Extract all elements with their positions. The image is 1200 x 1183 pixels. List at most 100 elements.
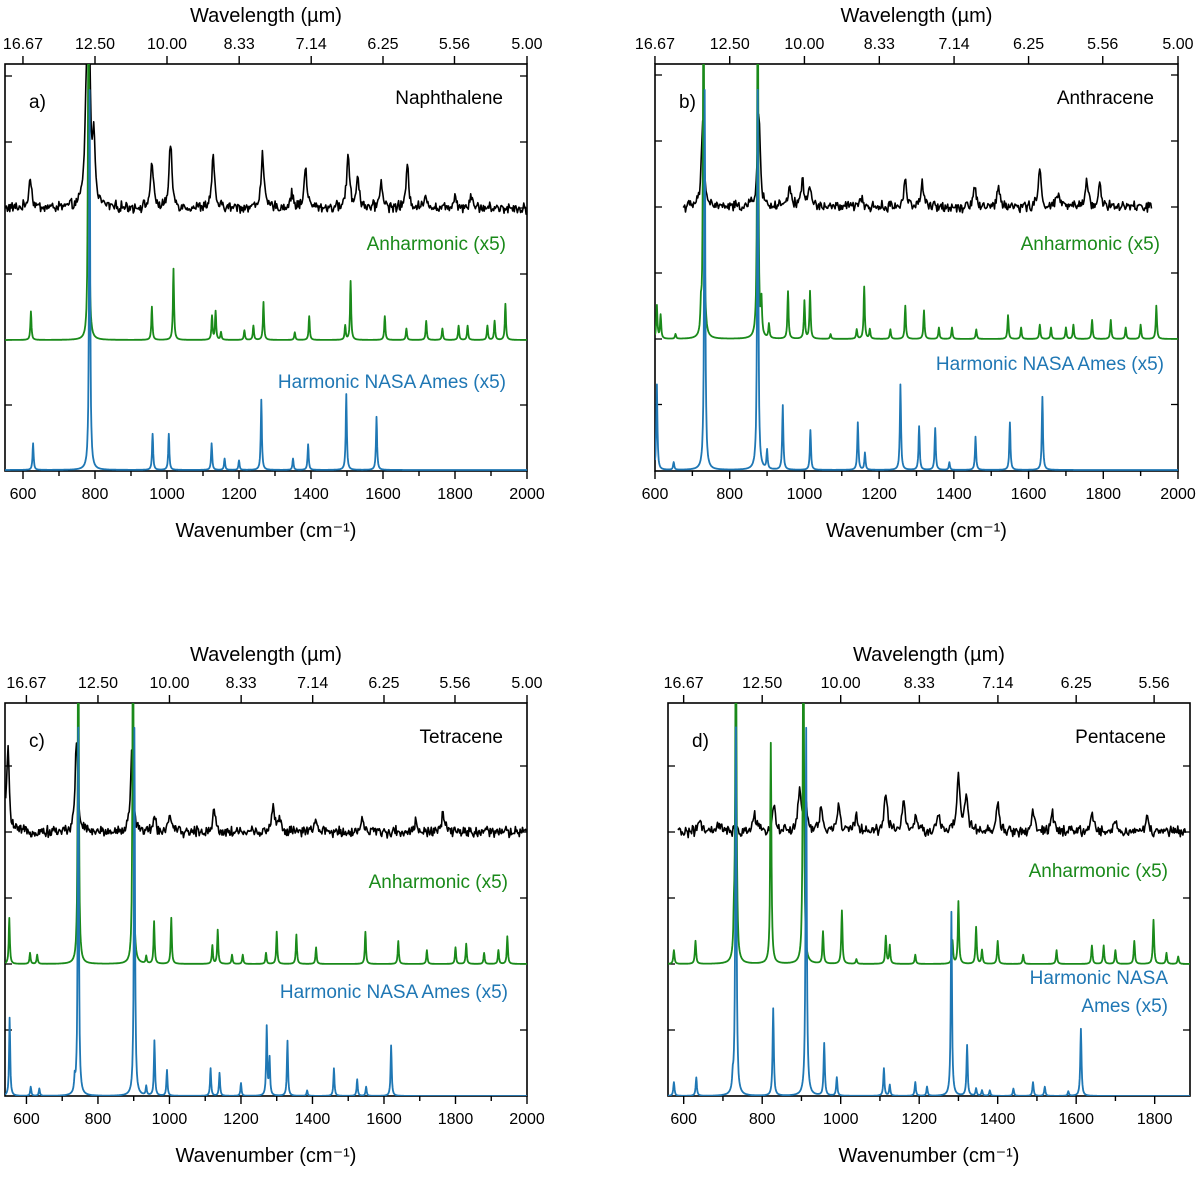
harmonic-spectrum-line — [655, 88, 1178, 471]
traces — [655, 64, 1178, 471]
top-axis: 16.67 12.50 10.00 8.33 7.14 6.25 5.56 5.00 — [6, 675, 543, 703]
chart-panel-anthracene: 600 800 1000 1200 1400 1600 1800 2000 16.67 12.50… — [635, 5, 1196, 542]
top-tick-label: 10.00 — [821, 675, 861, 692]
top-tick-label: 16.67 — [6, 675, 46, 692]
x-tick-label: 1200 — [861, 486, 897, 503]
top-tick-label: 6.25 — [368, 675, 399, 692]
x-tick-label: 800 — [82, 486, 109, 503]
harmonic-label: Harmonic NASA Ames (x5) — [280, 982, 508, 1003]
top-tick-label: 10.00 — [149, 675, 189, 692]
x-tick-label: 1400 — [293, 486, 329, 503]
top-tick-label: 16.67 — [635, 36, 675, 53]
top-tick-label: 8.33 — [904, 675, 935, 692]
top-tick-label: 12.50 — [75, 36, 115, 53]
bottom-axis: 600 800 1000 1200 1400 1600 1800 2000 — [642, 471, 1196, 503]
chart-panel-naphthalene: 600 800 1000 1200 1400 1600 1800 2000 16.67 12.50… — [3, 5, 545, 542]
top-tick-label: 5.56 — [439, 36, 470, 53]
traces — [5, 703, 527, 1096]
molecule-name: Tetracene — [420, 727, 503, 748]
harmonic-label: Harmonic NASA Ames (x5) — [936, 354, 1164, 375]
top-tick-label: 16.67 — [664, 675, 704, 692]
top-tick-label: 8.33 — [226, 675, 257, 692]
x-tick-label: 600 — [10, 486, 37, 503]
anharmonic-label: Anharmonic (x5) — [369, 872, 508, 893]
x-tick-label: 1600 — [1058, 1111, 1094, 1128]
anharmonic-spectrum-line — [668, 703, 1190, 965]
bottom-axis-title: Wavenumber (cm⁻¹) — [176, 520, 357, 542]
x-tick-label: 800 — [85, 1111, 112, 1128]
x-tick-label: 600 — [670, 1111, 697, 1128]
x-tick-label: 1000 — [149, 486, 185, 503]
top-tick-label: 10.00 — [147, 36, 187, 53]
panel-label: a) — [29, 92, 46, 113]
x-tick-label: 2000 — [1160, 486, 1196, 503]
x-tick-label: 600 — [13, 1111, 40, 1128]
top-axis: 16.67 12.50 10.00 8.33 7.14 6.25 5.56 5.00 — [635, 36, 1194, 64]
x-tick-label: 600 — [642, 486, 669, 503]
top-tick-label: 5.56 — [1139, 675, 1170, 692]
chart-panel-pentacene: 600 800 1000 1200 1400 1600 1800 16.67 12.50 10.0… — [664, 644, 1191, 1167]
x-tick-label: 2000 — [509, 486, 545, 503]
x-tick-label: 1200 — [223, 1111, 259, 1128]
anharmonic-spectrum-line — [5, 703, 527, 965]
plot-frame — [4, 63, 528, 472]
anharmonic-spectrum-line — [655, 64, 1178, 340]
top-tick-label: 6.25 — [1061, 675, 1092, 692]
top-tick-label: 5.56 — [1087, 36, 1118, 53]
top-tick-label: 6.25 — [367, 36, 398, 53]
x-tick-label: 1400 — [936, 486, 972, 503]
plot-frame — [667, 702, 1191, 1097]
top-tick-label: 12.50 — [710, 36, 750, 53]
x-tick-label: 1800 — [438, 1111, 474, 1128]
top-axis-title: Wavelength (µm) — [853, 644, 1005, 666]
experimental-spectrum-line — [682, 113, 1153, 214]
top-tick-label: 7.14 — [297, 675, 328, 692]
harmonic-label: Harmonic NASA — [1030, 968, 1169, 989]
x-tick-label: 1400 — [980, 1111, 1016, 1128]
x-tick-label: 800 — [716, 486, 743, 503]
harmonic-spectrum-line — [668, 726, 1190, 1096]
top-tick-label: 10.00 — [784, 36, 824, 53]
x-tick-label: 1800 — [1085, 486, 1121, 503]
harmonic-spectrum-line — [5, 726, 527, 1096]
chart-panel-tetracene: 600 800 1000 1200 1400 1600 1800 2000 16.67 12.50… — [4, 644, 545, 1167]
experimental-spectrum-line — [5, 64, 527, 215]
bottom-axis: 600 800 1000 1200 1400 1600 1800 2000 — [10, 471, 545, 503]
bottom-axis-title: Wavenumber (cm⁻¹) — [176, 1145, 357, 1167]
top-axis-title: Wavelength (µm) — [190, 5, 342, 27]
traces — [668, 703, 1190, 1096]
x-tick-label: 1200 — [901, 1111, 937, 1128]
top-tick-label: 8.33 — [224, 36, 255, 53]
harmonic-label-line2: Ames (x5) — [1081, 996, 1168, 1017]
panel-label: b) — [679, 92, 696, 113]
top-tick-label: 5.00 — [1162, 36, 1193, 53]
bottom-axis: 600 800 1000 1200 1400 1600 1800 2000 — [13, 1096, 545, 1128]
plot-frame — [4, 702, 528, 1097]
x-tick-label: 1000 — [823, 1111, 859, 1128]
x-tick-label: 1800 — [437, 486, 473, 503]
top-tick-label: 8.33 — [864, 36, 895, 53]
molecule-name: Naphthalene — [395, 88, 503, 109]
top-axis: 16.67 12.50 10.00 8.33 7.14 6.25 5.56 — [664, 675, 1170, 703]
x-tick-label: 2000 — [509, 1111, 545, 1128]
top-axis-title: Wavelength (µm) — [190, 644, 342, 666]
x-tick-label: 1800 — [1137, 1111, 1173, 1128]
top-tick-label: 16.67 — [3, 36, 43, 53]
anharmonic-label: Anharmonic (x5) — [1029, 861, 1168, 882]
top-tick-label: 5.00 — [511, 36, 542, 53]
experimental-spectrum-line — [677, 771, 1187, 839]
top-axis-title: Wavelength (µm) — [841, 5, 993, 27]
anharmonic-label: Anharmonic (x5) — [1021, 234, 1160, 255]
top-tick-label: 12.50 — [78, 675, 118, 692]
bottom-axis-title: Wavenumber (cm⁻¹) — [839, 1145, 1020, 1167]
harmonic-spectrum-line — [5, 89, 527, 471]
top-tick-label: 7.14 — [982, 675, 1013, 692]
anharmonic-spectrum-line — [5, 64, 527, 341]
top-tick-label: 7.14 — [938, 36, 969, 53]
x-tick-label: 1600 — [365, 486, 401, 503]
bottom-axis-title: Wavenumber (cm⁻¹) — [826, 520, 1007, 542]
x-tick-label: 1200 — [221, 486, 257, 503]
panel-label: d) — [692, 731, 709, 752]
x-tick-label: 800 — [749, 1111, 776, 1128]
